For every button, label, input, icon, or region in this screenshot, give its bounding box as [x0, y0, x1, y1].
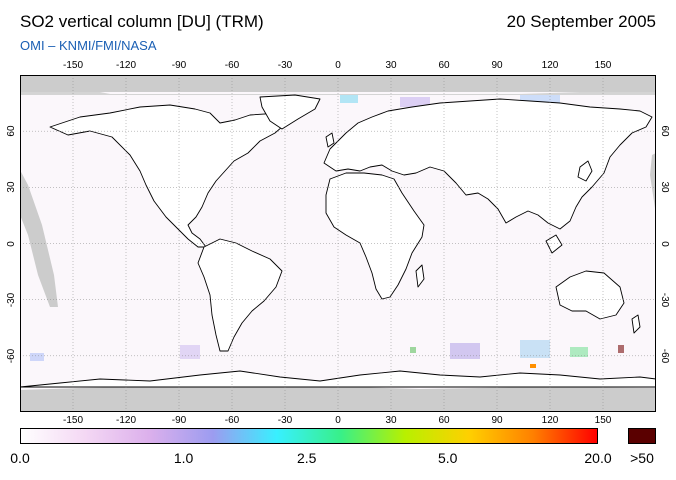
- africa-coast: [325, 172, 425, 300]
- so2-patch: [520, 340, 550, 358]
- data-credit: OMI – KNMI/FMI/NASA: [20, 38, 157, 53]
- lon-tick-label: 0: [335, 415, 341, 426]
- world-map: [20, 75, 656, 412]
- japan-coast: [577, 160, 593, 182]
- lat-tick-label: -60: [6, 348, 17, 364]
- no-data-swath-west: [20, 170, 58, 307]
- no-data-arctic: [20, 75, 656, 92]
- coastlines: [20, 94, 656, 388]
- greenland-coast: [259, 94, 321, 130]
- lon-tick-label: 30: [385, 60, 397, 71]
- lon-tick-label: 150: [594, 415, 612, 426]
- colorbar-tick-label: 1.0: [173, 450, 194, 466]
- lon-tick-label: 90: [491, 60, 503, 71]
- so2-patch: [180, 345, 200, 359]
- map-frame: [20, 75, 656, 412]
- south-america-coast: [197, 238, 283, 352]
- lat-tick-label: 60: [6, 125, 17, 137]
- so2-patch: [530, 364, 536, 368]
- lat-tick-label: 30: [659, 181, 670, 193]
- lon-tick-label: -60: [224, 415, 240, 426]
- so2-signal: [30, 95, 624, 368]
- lon-tick-label: -150: [62, 415, 84, 426]
- madagascar-coast: [415, 264, 425, 288]
- so2-patch: [570, 347, 588, 357]
- so2-patch: [450, 343, 480, 359]
- colorbar-tick-label: 2.5: [296, 450, 317, 466]
- so2-patch: [520, 95, 560, 105]
- lon-tick-label: -30: [277, 60, 293, 71]
- lat-tick-label: 30: [6, 181, 17, 193]
- australia-coast: [555, 270, 625, 320]
- so2-patch: [400, 97, 430, 107]
- lon-tick-label: 90: [491, 415, 503, 426]
- lon-tick-label: 120: [541, 415, 559, 426]
- lon-tick-label: -90: [171, 415, 187, 426]
- uk-coast: [325, 132, 335, 148]
- lon-tick-label: 60: [438, 60, 450, 71]
- lon-tick-label: -30: [277, 415, 293, 426]
- lat-tick-label: 60: [659, 125, 670, 137]
- lon-tick-label: -120: [115, 415, 137, 426]
- overflow-label: >50: [630, 450, 654, 466]
- no-data-swath-east: [650, 153, 656, 215]
- lon-tick-label: -60: [224, 60, 240, 71]
- so2-patch: [410, 347, 416, 353]
- no-data-antarctic: [20, 385, 656, 412]
- lon-tick-label: 120: [541, 60, 559, 71]
- lon-tick-label: -150: [62, 60, 84, 71]
- lat-tick-label: -30: [659, 292, 670, 307]
- lon-tick-label: -90: [171, 60, 187, 71]
- graticule: [20, 75, 656, 412]
- lat-tick-label: 0: [6, 240, 17, 247]
- lon-tick-label: 150: [594, 60, 612, 71]
- lon-tick-label: 0: [335, 60, 341, 71]
- no-data-arctic-edge: [20, 92, 656, 95]
- lon-tick-label: 30: [385, 415, 397, 426]
- colorbar-tick-label: 20.0: [584, 450, 612, 466]
- so2-patch: [618, 345, 624, 353]
- north-america-coast: [49, 104, 291, 248]
- colorbar-tick-label: 0.0: [10, 450, 30, 466]
- lat-tick-label: 0: [659, 240, 670, 247]
- lon-tick-label: 60: [438, 415, 450, 426]
- so2-patch: [30, 353, 44, 361]
- lon-tick-label: -120: [115, 60, 137, 71]
- map-title: SO2 vertical column [DU] (TRM): [20, 12, 264, 31]
- lat-tick-label: -60: [659, 348, 670, 364]
- eurasia-coast: [323, 98, 653, 230]
- lat-tick-label: -30: [6, 292, 17, 307]
- colorbar-tick-label: 5.0: [437, 450, 458, 466]
- so2-patch: [340, 95, 358, 103]
- overflow-color-box: [628, 428, 656, 444]
- so2-colorbar: [20, 428, 598, 444]
- new-zealand-coast: [631, 314, 641, 334]
- map-date: 20 September 2005: [506, 12, 656, 31]
